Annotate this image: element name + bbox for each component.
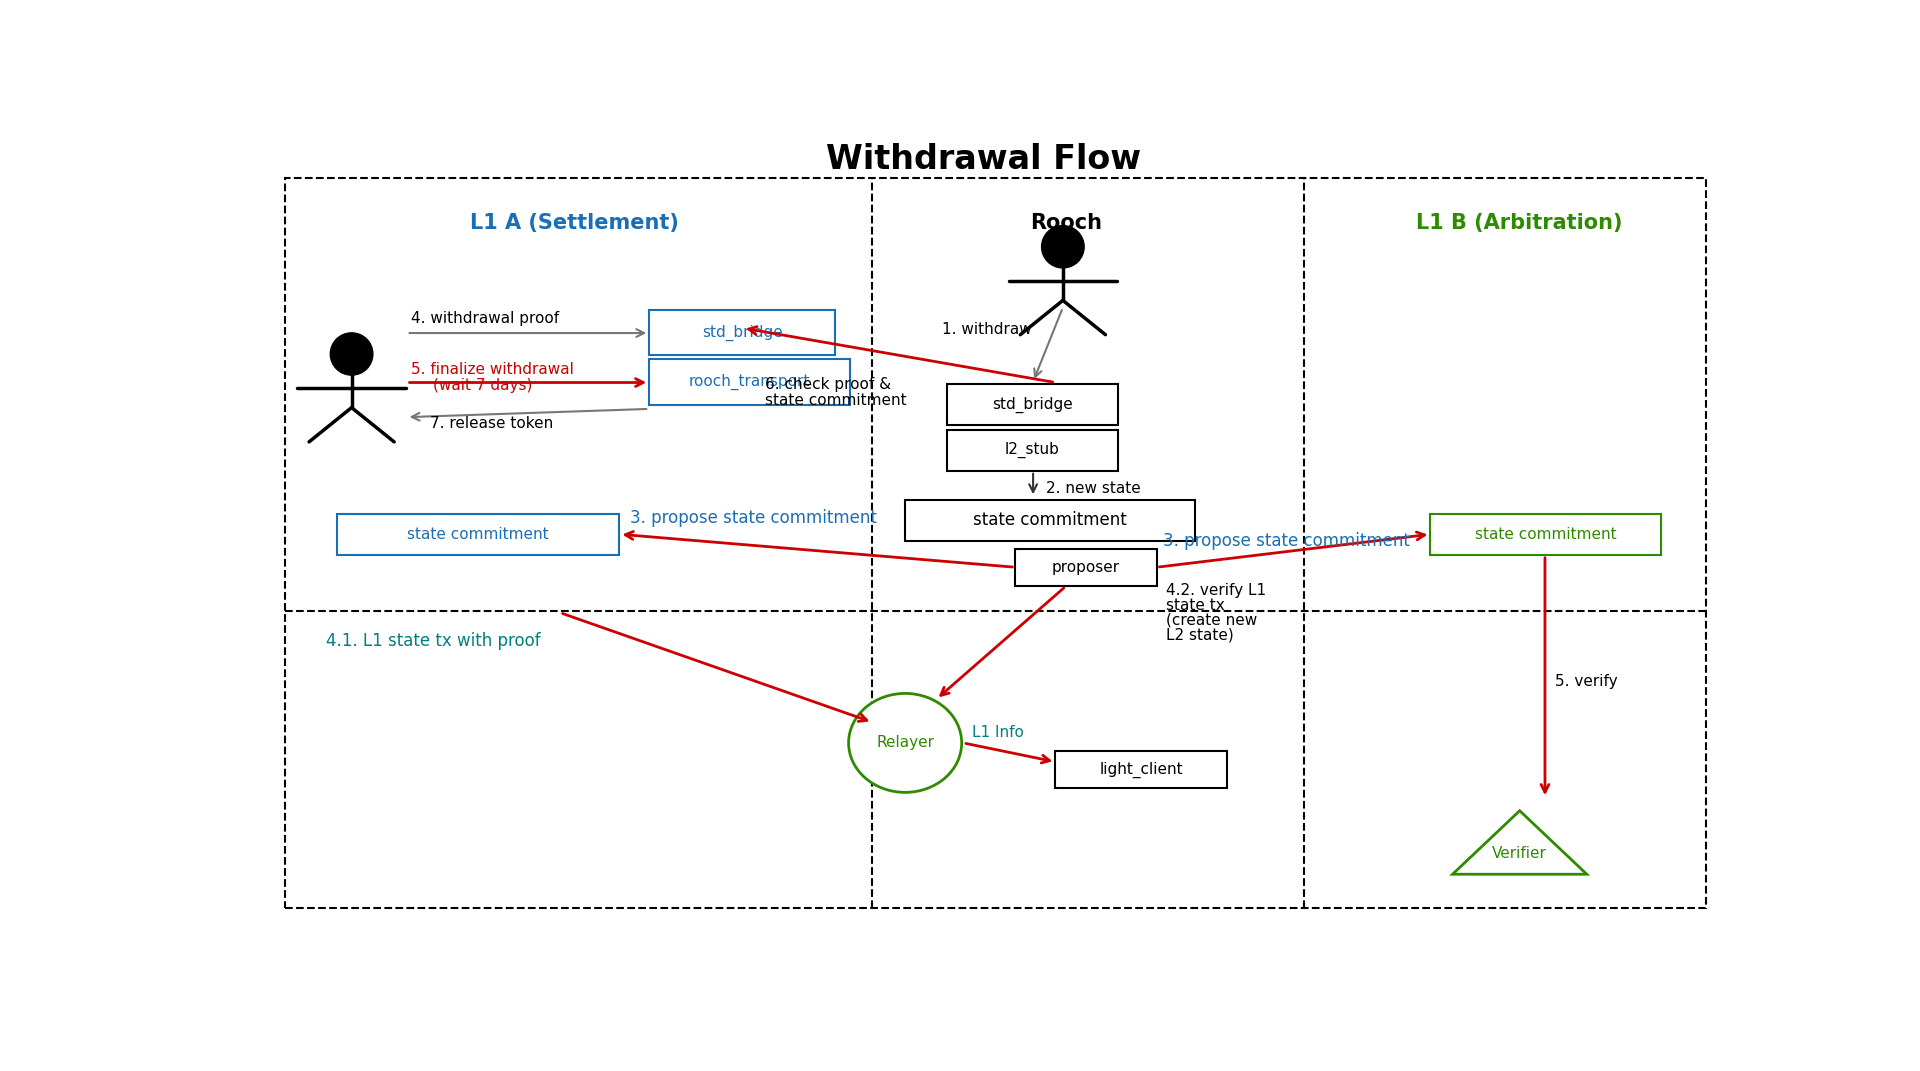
Text: state commitment: state commitment	[407, 527, 549, 542]
Text: (wait 7 days): (wait 7 days)	[434, 378, 534, 393]
FancyBboxPatch shape	[1016, 549, 1156, 586]
Ellipse shape	[849, 693, 962, 793]
Text: 3. propose state commitment: 3. propose state commitment	[630, 509, 877, 527]
FancyBboxPatch shape	[904, 499, 1196, 541]
Text: 6. check proof &: 6. check proof &	[766, 377, 891, 392]
Text: std_bridge: std_bridge	[703, 325, 783, 341]
Text: 4.1. L1 state tx with proof: 4.1. L1 state tx with proof	[326, 633, 541, 650]
Text: L1 Info: L1 Info	[972, 725, 1023, 740]
Text: 5. verify: 5. verify	[1555, 674, 1619, 689]
FancyBboxPatch shape	[947, 384, 1117, 425]
Text: proposer: proposer	[1052, 560, 1119, 575]
Text: L1 A (Settlement): L1 A (Settlement)	[470, 213, 680, 233]
Text: 4.2. verify L1: 4.2. verify L1	[1165, 583, 1265, 598]
Ellipse shape	[330, 333, 372, 375]
Text: state commitment: state commitment	[973, 511, 1127, 529]
FancyBboxPatch shape	[947, 429, 1117, 471]
FancyBboxPatch shape	[1056, 751, 1227, 788]
Text: rooch_transport: rooch_transport	[689, 374, 810, 390]
Text: state tx: state tx	[1165, 598, 1225, 613]
Text: l2_stub: l2_stub	[1004, 442, 1060, 458]
Text: state commitment: state commitment	[1475, 527, 1617, 542]
Text: 7. release token: 7. release token	[430, 417, 553, 432]
FancyBboxPatch shape	[1430, 514, 1661, 555]
FancyBboxPatch shape	[336, 514, 620, 555]
Text: L2 state): L2 state)	[1165, 628, 1233, 643]
Text: L1 B (Arbitration): L1 B (Arbitration)	[1417, 213, 1622, 233]
FancyBboxPatch shape	[649, 360, 851, 405]
Text: light_client: light_client	[1098, 761, 1183, 778]
Text: state commitment: state commitment	[766, 393, 906, 408]
Text: Verifier: Verifier	[1492, 846, 1548, 861]
Text: 3. propose state commitment: 3. propose state commitment	[1162, 532, 1409, 549]
Text: 5. finalize withdrawal: 5. finalize withdrawal	[411, 362, 574, 377]
Text: Rooch: Rooch	[1029, 213, 1102, 233]
Ellipse shape	[1041, 226, 1085, 268]
Text: std_bridge: std_bridge	[993, 396, 1073, 413]
Text: Relayer: Relayer	[876, 736, 935, 751]
FancyBboxPatch shape	[649, 310, 835, 356]
Text: 2. new state: 2. new state	[1046, 481, 1140, 496]
Text: (create new: (create new	[1165, 613, 1258, 628]
Text: Withdrawal Flow: Withdrawal Flow	[826, 144, 1142, 177]
Text: 4. withdrawal proof: 4. withdrawal proof	[411, 311, 559, 326]
Text: 1. withdraw: 1. withdraw	[943, 322, 1033, 337]
Polygon shape	[1453, 811, 1586, 874]
